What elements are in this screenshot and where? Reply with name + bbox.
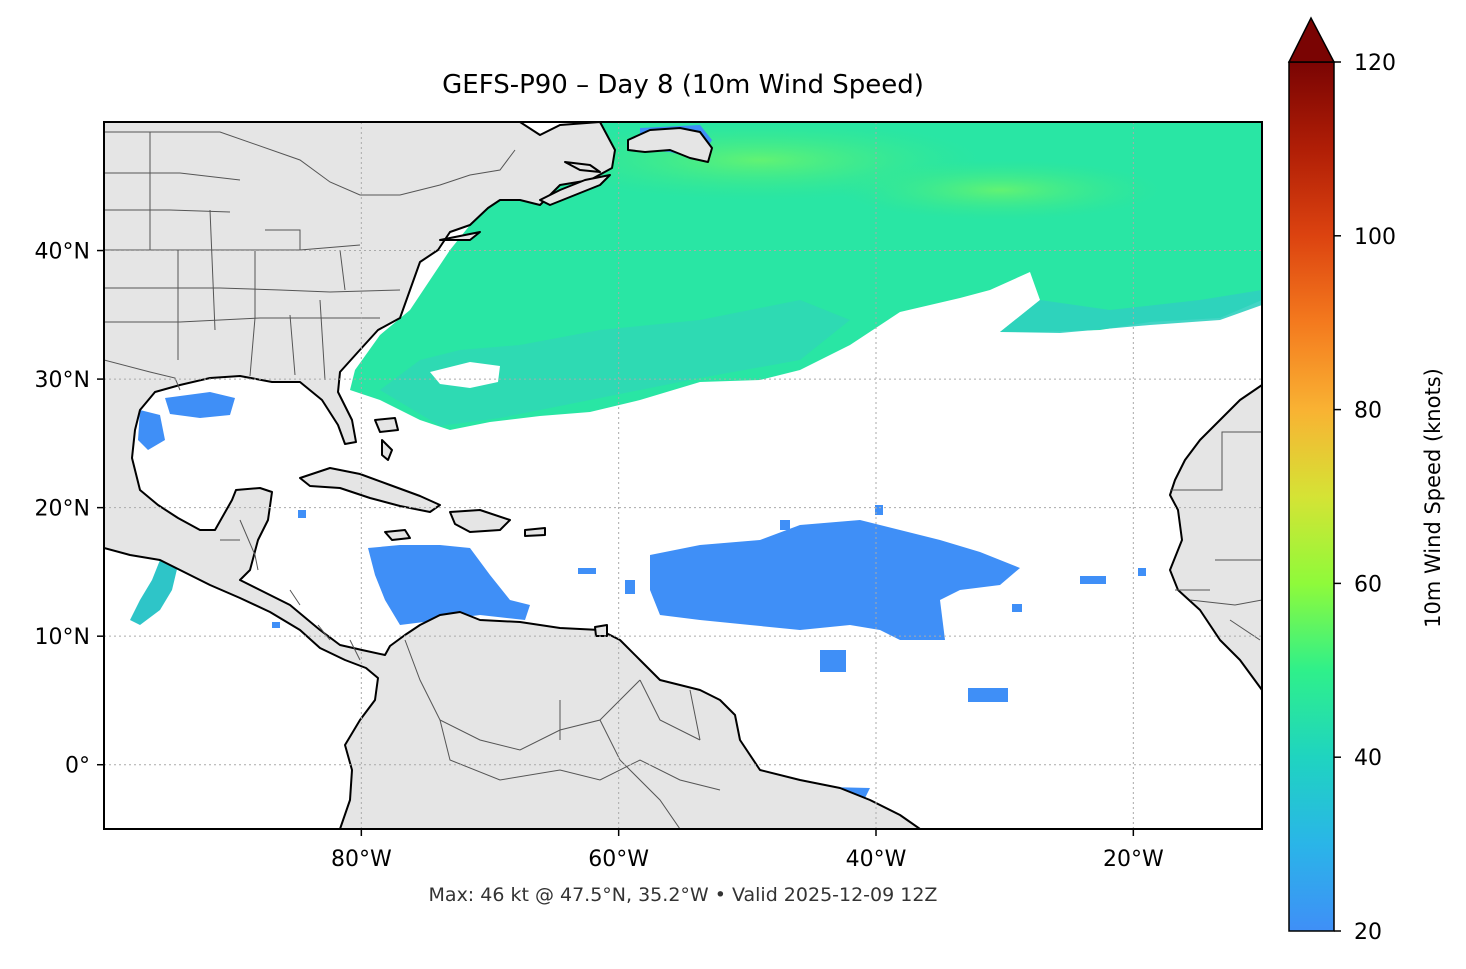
colorbar-tick-label: 20 bbox=[1354, 920, 1382, 945]
south-america-borders bbox=[404, 639, 721, 829]
wind-max-zone-2 bbox=[840, 160, 1160, 220]
lat-tick-label: 40°N bbox=[35, 240, 90, 265]
lat-tick-label: 30°N bbox=[35, 368, 90, 393]
wind-field bbox=[130, 122, 1262, 800]
colorbar-tick-label: 40 bbox=[1354, 746, 1382, 771]
wind-region-tropical-atlantic bbox=[650, 520, 1020, 640]
political-borders bbox=[104, 131, 1262, 829]
colorbar-label: 10m Wind Speed (knots) bbox=[1421, 368, 1445, 628]
newfoundland-land bbox=[627, 127, 713, 163]
trinidad-land bbox=[594, 624, 608, 637]
puerto-rico-land bbox=[524, 527, 546, 537]
lat-tick-label: 20°N bbox=[35, 497, 90, 522]
wind-region-east-tail bbox=[1000, 290, 1262, 333]
lat-tick-label: 10°N bbox=[35, 625, 90, 650]
africa-borders bbox=[1170, 431, 1262, 641]
colorbar-tick-label: 100 bbox=[1354, 225, 1396, 250]
lon-tick-label: 60°W bbox=[588, 847, 649, 872]
colorbar-tick-label: 60 bbox=[1354, 572, 1382, 597]
colorbar: 20 40 60 80 100 120 10m Wind Speed (knots) bbox=[1287, 16, 1445, 945]
long-island-land bbox=[439, 231, 481, 241]
footer-info: Max: 46 kt @ 47.5°N, 35.2°W • Valid 2025… bbox=[428, 884, 938, 906]
wind-hole bbox=[430, 362, 500, 388]
lon-tick-label: 20°W bbox=[1103, 847, 1164, 872]
lon-tick-label: 80°W bbox=[331, 847, 392, 872]
colorbar-tick-label: 80 bbox=[1354, 399, 1382, 424]
cuba-land bbox=[299, 467, 441, 513]
nova-scotia-land bbox=[539, 174, 611, 206]
land-masses bbox=[104, 122, 1262, 829]
wind-region-eastern-pacific bbox=[130, 560, 178, 625]
colorbar-extend-arrow bbox=[1287, 16, 1336, 63]
gridlines bbox=[104, 122, 1262, 829]
wind-region-north-atlantic-inner bbox=[380, 300, 850, 426]
us-state-lines-1 bbox=[104, 172, 401, 323]
pei-land bbox=[564, 161, 601, 173]
colorbar-tick-label: 120 bbox=[1354, 51, 1396, 76]
axis-ticks: 80°W 60°W 40°W 20°W 40°N 30°N 20°N 10°N 0° bbox=[35, 240, 1164, 872]
map-panel bbox=[104, 122, 1262, 829]
central-america-borders bbox=[220, 519, 361, 661]
wind-region-caribbean bbox=[368, 545, 530, 625]
colorbar-gradient bbox=[1288, 61, 1335, 932]
mexico-border bbox=[104, 359, 181, 391]
bahamas-land bbox=[374, 417, 399, 461]
africa-land bbox=[1169, 384, 1262, 691]
hispaniola-land bbox=[449, 509, 511, 533]
lon-tick-label: 40°W bbox=[846, 847, 907, 872]
map-frame bbox=[103, 121, 1263, 830]
jamaica-land bbox=[384, 529, 411, 541]
map-title: GEFS-P90 – Day 8 (10m Wind Speed) bbox=[442, 70, 924, 100]
us-state-lines-2 bbox=[149, 132, 346, 381]
us-canada-border bbox=[104, 131, 516, 196]
wind-region-gulf bbox=[138, 392, 235, 450]
north-america-land bbox=[104, 122, 921, 829]
colorbar-ticks: 20 40 60 80 100 120 bbox=[1334, 51, 1396, 945]
lat-tick-label: 0° bbox=[65, 754, 90, 779]
